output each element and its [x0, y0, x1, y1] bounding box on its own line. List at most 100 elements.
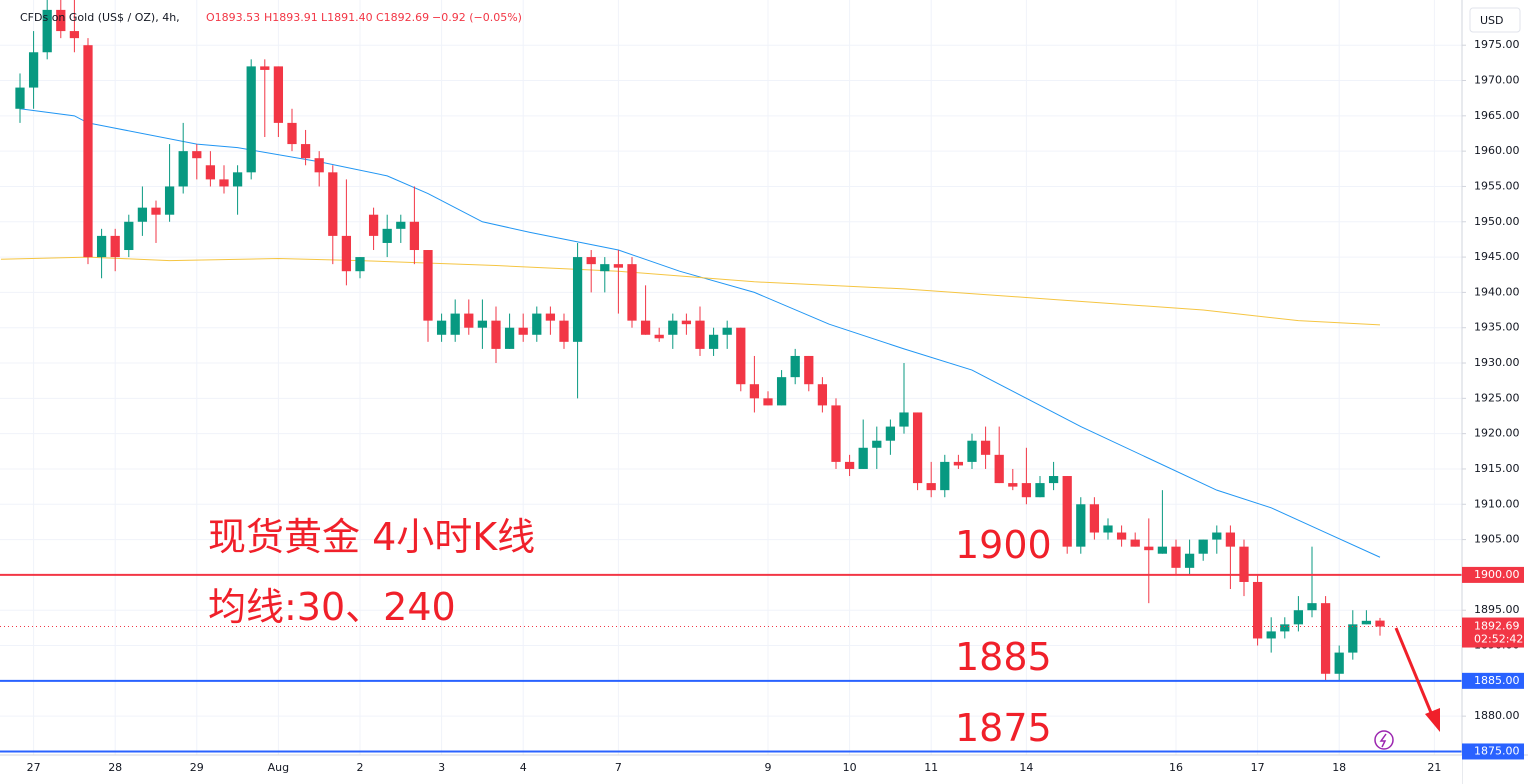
x-tick-label: 17 — [1251, 761, 1265, 774]
candle-body — [15, 87, 25, 109]
candle-body — [205, 165, 216, 180]
candle-body — [83, 45, 93, 258]
x-tick-label: 3 — [438, 761, 445, 774]
x-tick-label: 9 — [764, 761, 771, 774]
candle-body — [844, 461, 855, 469]
candle-body — [572, 257, 583, 342]
annotation: 1900 — [955, 523, 1052, 567]
axes: 1880.001885.001890.001895.001900.001905.… — [27, 38, 1524, 774]
y-tick-label: 1895.00 — [1474, 603, 1520, 616]
candle-body — [1157, 546, 1168, 554]
candle-body — [980, 440, 991, 455]
x-tick-label: 11 — [924, 761, 938, 774]
candle-body — [137, 207, 148, 222]
candle-body — [56, 9, 66, 32]
y-tick-label: 1965.00 — [1474, 109, 1520, 122]
candle-body — [831, 405, 841, 462]
candle-body — [219, 179, 229, 187]
x-tick-label: 7 — [615, 761, 622, 774]
grid — [0, 0, 1462, 755]
currency-button[interactable] — [1469, 7, 1521, 33]
candle-body — [300, 144, 311, 159]
annotation: 现货黄金 4小时K线 — [208, 515, 535, 559]
arrow — [1394, 627, 1434, 716]
candle-body — [1375, 620, 1385, 627]
event-icon[interactable] — [1374, 730, 1394, 750]
x-tick-label: 21 — [1427, 761, 1441, 774]
candle-body — [1266, 631, 1276, 639]
candle-body — [192, 151, 202, 159]
candle-body — [654, 334, 664, 339]
x-tick-label: 18 — [1332, 761, 1346, 774]
candle-body — [328, 172, 338, 236]
candle-body — [436, 320, 447, 335]
candle-body — [1198, 539, 1208, 554]
price-label: 1900.00 — [1474, 568, 1520, 581]
ohlc: H1893.91 — [264, 11, 318, 24]
arrow-head — [1425, 708, 1440, 732]
candle-body — [1239, 546, 1249, 582]
y-tick-label: 1880.00 — [1474, 709, 1520, 722]
candle-body — [1320, 603, 1331, 674]
candle-body — [260, 66, 270, 70]
x-tick-label: 14 — [1019, 761, 1033, 774]
price-label-bg — [1462, 672, 1524, 689]
candle-body — [1252, 581, 1263, 639]
candle-body — [613, 264, 624, 268]
ohlc: O1893.53 — [206, 11, 260, 24]
candle-body — [776, 377, 787, 406]
candle-body — [355, 257, 365, 272]
candle-body — [1035, 483, 1045, 498]
last-price-label: 1892.69 — [1474, 620, 1520, 633]
x-tick-label: 28 — [108, 761, 122, 774]
ohlc: C1892.69 — [376, 11, 429, 24]
candle-body — [804, 355, 814, 385]
candle-body — [763, 398, 773, 406]
candle-body — [382, 228, 392, 243]
candle-body — [532, 313, 542, 335]
y-tick-label: 1955.00 — [1474, 179, 1520, 192]
event-icon-bolt — [1379, 733, 1387, 748]
candle-body — [722, 327, 732, 335]
candle-body — [1280, 624, 1290, 632]
candle-body — [1008, 483, 1018, 487]
candle-body — [1021, 483, 1032, 498]
candle-body — [1076, 504, 1086, 547]
candle-body — [600, 264, 610, 272]
candle-body — [246, 66, 256, 173]
moving-average — [0, 256, 1381, 326]
candle-body — [341, 235, 352, 272]
candle-body — [1307, 603, 1317, 611]
candle-body — [940, 461, 950, 491]
candle-body — [736, 327, 746, 385]
annotation: 均线:30、240 — [208, 585, 456, 629]
y-tick-label: 1920.00 — [1474, 427, 1520, 440]
candle-body — [232, 172, 243, 187]
candle-body — [1062, 476, 1072, 547]
time-axis-bg — [0, 755, 1462, 784]
symbol: CFDs on Gold (US$ / OZ), 4h, — [20, 11, 180, 24]
annotation: 1875 — [955, 706, 1052, 750]
y-tick-label: 1935.00 — [1474, 321, 1520, 334]
candle-body — [273, 66, 284, 123]
candle-body — [151, 207, 161, 215]
candle-body — [994, 454, 1004, 484]
candle-body — [164, 186, 175, 215]
candle-body — [627, 264, 637, 321]
candle-body — [640, 320, 651, 335]
candle-body — [450, 313, 460, 335]
y-tick-label: 1930.00 — [1474, 356, 1520, 369]
candle-body — [464, 313, 474, 328]
candle-body — [872, 440, 882, 448]
candle-body — [749, 384, 760, 399]
x-tick-label: 27 — [27, 761, 41, 774]
candle-body — [491, 320, 501, 349]
candle-body — [668, 320, 678, 335]
candle-body — [504, 327, 515, 349]
candle-body — [1348, 624, 1358, 653]
moving-average — [19, 108, 1381, 558]
candle-body — [69, 31, 80, 39]
price-label: 1885.00 — [1474, 674, 1520, 687]
candle-body — [28, 52, 39, 88]
candle-body — [178, 151, 188, 187]
